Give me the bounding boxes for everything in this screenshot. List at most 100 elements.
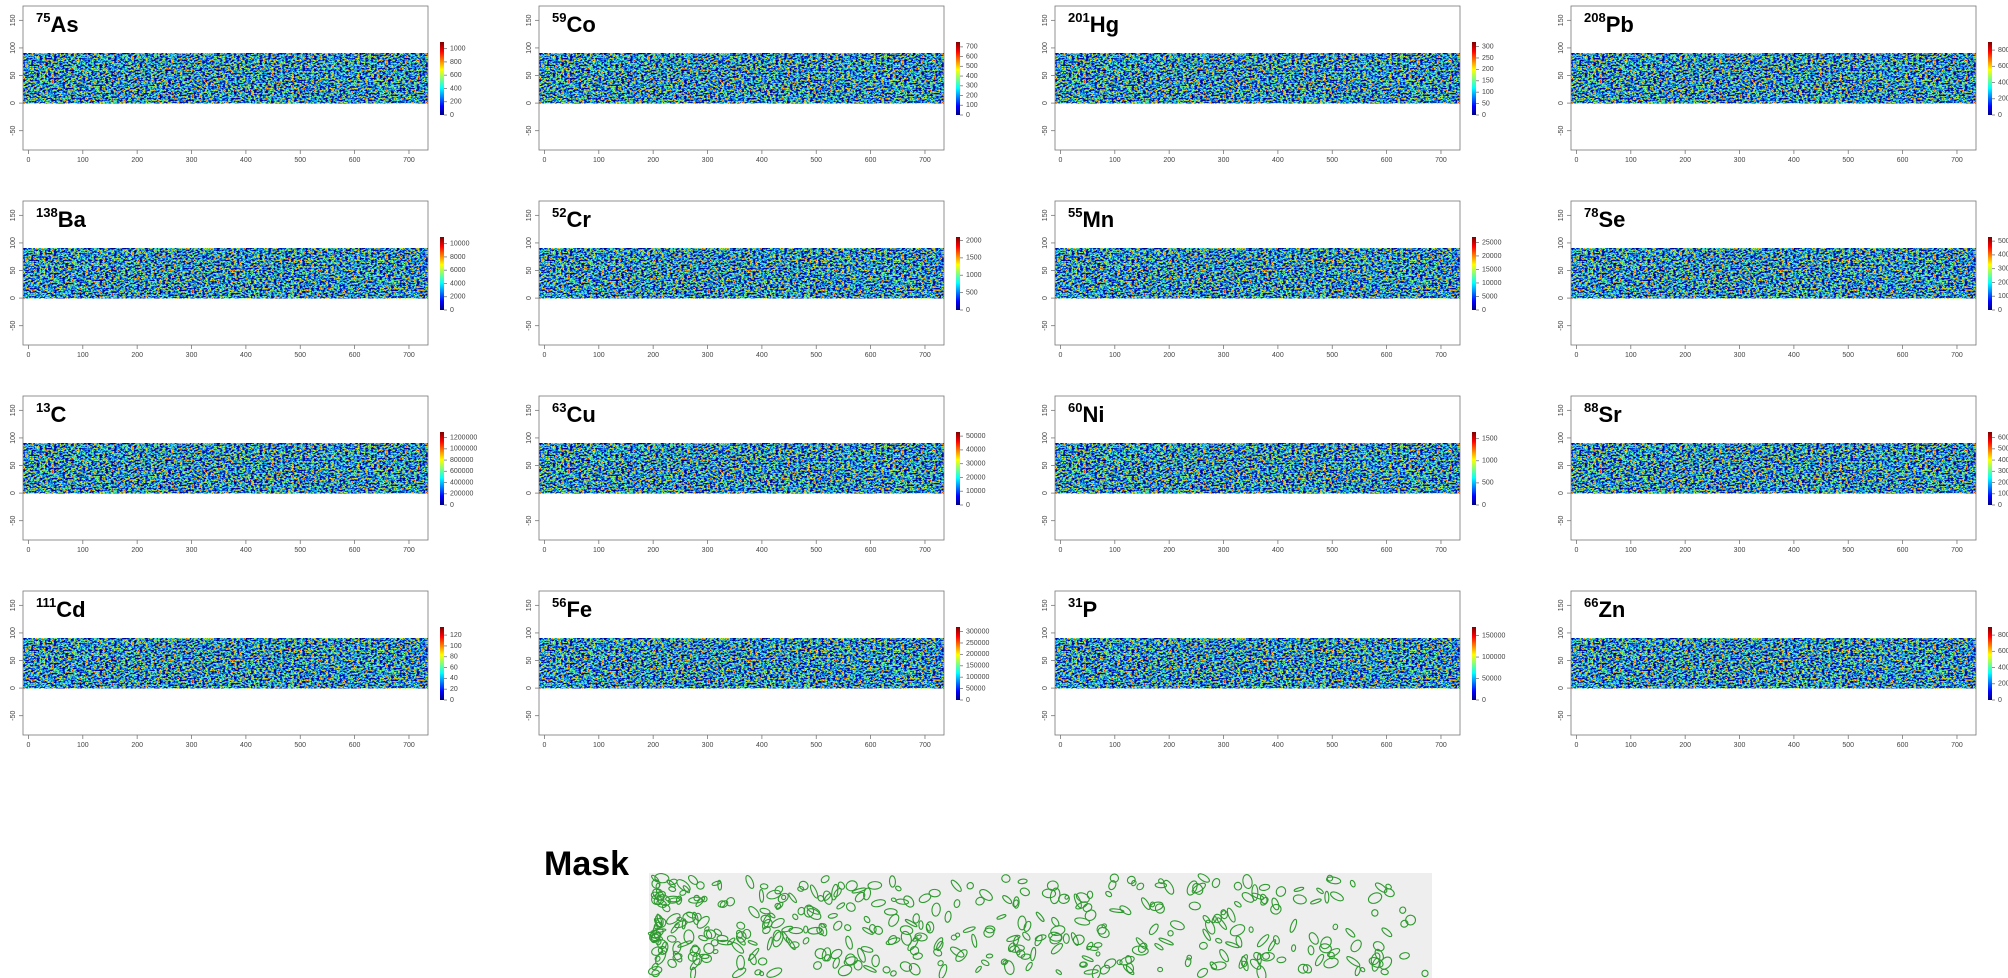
x-tick-label: 100: [77, 742, 89, 749]
colorbar-tick-label: 800: [1998, 632, 2008, 639]
element: Mn: [1082, 207, 1114, 232]
x-tick-label: 300: [702, 352, 714, 359]
colorbar-tick-label: 300: [1998, 468, 2008, 475]
colorbar-tick-label: 0: [1998, 112, 2002, 119]
x-tick-label: 500: [1326, 742, 1338, 749]
x-tick-label: 0: [1058, 352, 1062, 359]
colorbar-tick-label: 400: [450, 85, 462, 92]
panel: 88Sr 0 100 200 300 400 500 600 700 -50 0 50 100 150 0 1…: [1558, 395, 2008, 554]
mask-contour: [1421, 969, 1429, 978]
panel-title: 13C: [36, 400, 66, 426]
y-tick-label: 50: [526, 72, 533, 80]
mask-contour: [1251, 884, 1259, 902]
mask-contour: [1310, 898, 1322, 905]
mask-contour: [689, 958, 701, 971]
mask-contour: [766, 889, 782, 900]
colorbar-tick-label: 1500: [1482, 435, 1498, 442]
plot-frame: [538, 590, 945, 736]
x-tick-label: 400: [756, 157, 768, 164]
x-tick-label: 600: [1897, 352, 1909, 359]
x-tick-label: 600: [865, 352, 877, 359]
mask-contour: [1256, 965, 1267, 978]
mask-contour: [912, 952, 923, 960]
mask-contour: [666, 879, 676, 888]
mask-contour: [895, 885, 902, 892]
isotope: 13: [36, 400, 50, 415]
isotope: 138: [36, 205, 58, 220]
x-tick-label: 200: [1163, 352, 1175, 359]
x-tick-label: 100: [593, 352, 605, 359]
mask-contour: [650, 932, 661, 944]
mask-contour: [748, 906, 760, 919]
mask-contour: [1075, 892, 1090, 903]
mask-contour: [1072, 934, 1085, 946]
y-tick-label: 150: [1558, 404, 1565, 416]
x-tick-label: 700: [919, 547, 931, 554]
x-tick-label: 200: [1163, 742, 1175, 749]
mask-contour: [867, 881, 883, 890]
x-tick-label: 100: [77, 352, 89, 359]
x-tick-label: 500: [1842, 742, 1854, 749]
x-tick-label: 700: [1435, 157, 1447, 164]
isotope: 88: [1584, 400, 1598, 415]
mask-contour: [1374, 882, 1388, 893]
colorbar: [440, 432, 444, 505]
x-tick-label: 100: [593, 742, 605, 749]
x-tick-label: 200: [131, 742, 143, 749]
mask-contour: [712, 949, 719, 955]
y-tick-label: 100: [1558, 237, 1565, 249]
mask-contour: [1367, 892, 1383, 904]
colorbar-tick-label: 20000: [1482, 253, 1502, 260]
mask-contour: [844, 924, 852, 932]
mask-contour: [1046, 880, 1059, 892]
mask-contour: [1073, 893, 1082, 909]
y-tick-label: 150: [1558, 14, 1565, 26]
x-tick-label: 100: [1109, 547, 1121, 554]
mask-contour: [953, 899, 961, 908]
colorbar-tick-label: 0: [966, 112, 970, 119]
mask-contour: [895, 898, 910, 905]
y-tick-label: 50: [1042, 657, 1049, 665]
x-tick-label: 600: [865, 547, 877, 554]
mask-contour: [704, 926, 710, 932]
mask-contour: [781, 931, 790, 944]
mask-contour: [1002, 959, 1009, 965]
y-tick-label: -50: [1558, 126, 1565, 136]
x-tick-label: 700: [1951, 547, 1963, 554]
mask-contour: [788, 892, 798, 904]
mask-contour: [777, 892, 789, 903]
element: Ni: [1082, 402, 1104, 427]
colorbar-tick-label: 0: [1998, 307, 2002, 314]
mask-contour: [1226, 907, 1236, 923]
mask-contour: [1267, 939, 1277, 952]
colorbar-tick-label: 200000: [450, 491, 473, 498]
mask-contour: [1297, 963, 1309, 974]
y-tick-label: 0: [1558, 296, 1565, 300]
mask-contour: [843, 956, 858, 967]
colorbar-tick-label: 10000: [1482, 280, 1502, 287]
y-tick-label: -50: [1042, 321, 1049, 331]
colorbar-tick-label: 100: [1998, 491, 2008, 498]
mask-contour: [912, 913, 920, 924]
mask-contour: [1360, 967, 1366, 973]
mask-contour: [1025, 961, 1033, 972]
y-tick-label: 150: [10, 209, 17, 221]
mask-contour: [1104, 958, 1117, 969]
y-tick-label: -50: [10, 126, 17, 136]
mask-contour: [758, 888, 765, 903]
x-tick-label: 100: [1625, 742, 1637, 749]
x-tick-label: 200: [647, 547, 659, 554]
y-tick-label: 150: [526, 14, 533, 26]
x-tick-label: 700: [919, 742, 931, 749]
mask-contour: [1324, 890, 1330, 904]
mask-contour: [772, 929, 782, 942]
mask-contour: [1260, 896, 1269, 906]
x-tick-label: 300: [1218, 352, 1230, 359]
mask-contour: [1082, 903, 1093, 913]
mask-contour: [688, 896, 704, 904]
x-tick-label: 400: [1788, 157, 1800, 164]
mask-contour: [1372, 941, 1385, 952]
mask-contour: [887, 935, 898, 945]
element: Ba: [58, 207, 87, 232]
